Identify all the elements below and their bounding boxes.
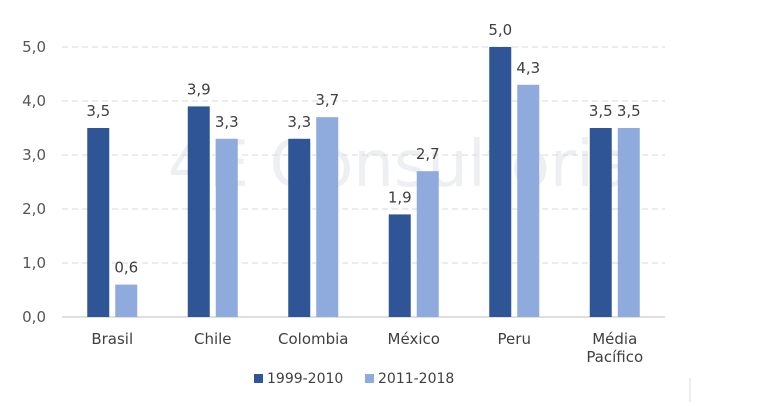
data-labels: 3,50,63,93,3 3,33,71,92,75,04,33,5 3,5	[86, 21, 640, 277]
gridlines	[62, 46, 665, 318]
legend-label: 1999-2010	[267, 371, 343, 387]
data-label: 3,3	[287, 113, 311, 131]
bar	[589, 128, 612, 317]
category-label: Chile	[194, 330, 232, 348]
watermark: 4E Consultoria	[168, 128, 633, 202]
bar	[288, 138, 311, 317]
data-label: 3,3	[215, 113, 239, 131]
category-label: Pacífico	[586, 348, 643, 366]
bar	[87, 128, 110, 317]
bar	[517, 84, 540, 317]
bar	[115, 284, 138, 317]
data-label: 0,6	[114, 259, 138, 277]
bar	[617, 128, 640, 317]
y-tick-label: 0,0	[22, 308, 46, 326]
bar	[416, 171, 439, 317]
y-tick-label: 1,0	[22, 254, 46, 272]
data-label: 3,9	[187, 80, 211, 98]
y-tick-label: 2,0	[22, 200, 46, 218]
data-label: 3,5	[589, 102, 613, 120]
y-tick-label: 3,0	[22, 146, 46, 164]
bar	[187, 106, 210, 318]
bar	[388, 214, 411, 317]
category-label: México	[388, 330, 440, 348]
category-label: Peru	[498, 330, 531, 348]
data-label: 4,3	[516, 59, 540, 77]
y-tick-label: 5,0	[22, 38, 46, 56]
data-label: 2,7	[416, 145, 440, 163]
legend-swatch	[365, 374, 374, 383]
category-label: Brasil	[91, 330, 133, 348]
data-label: 3,5	[86, 102, 110, 120]
legend: 1999-2010 2011-2018	[254, 371, 454, 387]
y-axis: 0,0 1,0 2,0 3,0 4,0 5,0	[22, 38, 46, 326]
data-label: 3,5	[617, 102, 641, 120]
category-label: Média	[592, 330, 637, 348]
bar	[316, 117, 339, 317]
y-tick-label: 4,0	[22, 92, 46, 110]
bar	[489, 47, 512, 317]
bar	[215, 138, 238, 317]
category-label: Colombia	[278, 330, 349, 348]
data-label: 1,9	[388, 188, 412, 206]
x-axis: Brasil Chile Colombia México Peru MédiaPacífi…	[91, 330, 643, 366]
legend-swatch	[254, 374, 263, 383]
legend-label: 2011-2018	[378, 371, 454, 387]
data-label: 5,0	[488, 21, 512, 39]
bars	[87, 47, 640, 318]
data-label: 3,7	[315, 91, 339, 109]
